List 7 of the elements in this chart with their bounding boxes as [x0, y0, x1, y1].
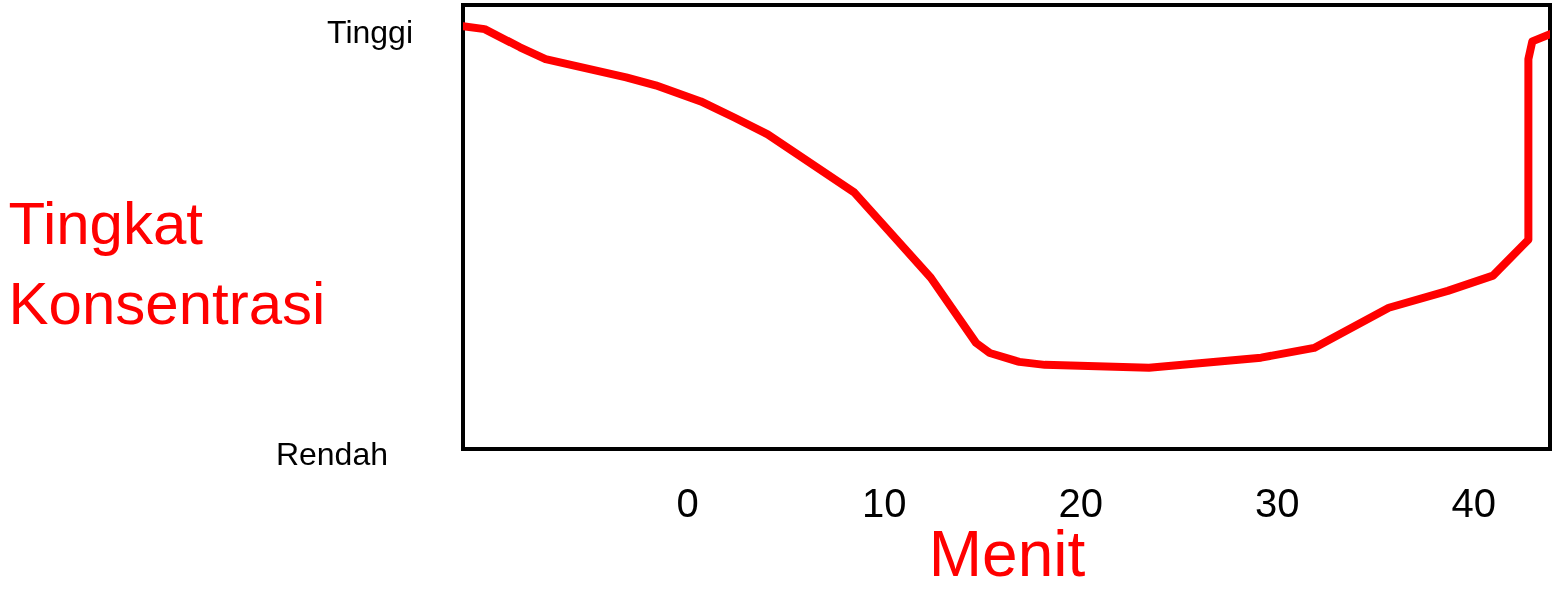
x-tick-label: 30	[1255, 480, 1300, 525]
y-axis-title: Tingkat Konsentrasi	[8, 189, 326, 337]
x-tick-label: 10	[861, 480, 907, 525]
text: Tinggi	[327, 14, 413, 50]
x-tick-label: 40	[1451, 480, 1497, 525]
text: Rendah	[275, 436, 388, 472]
x-tick-label: 0	[676, 480, 699, 525]
